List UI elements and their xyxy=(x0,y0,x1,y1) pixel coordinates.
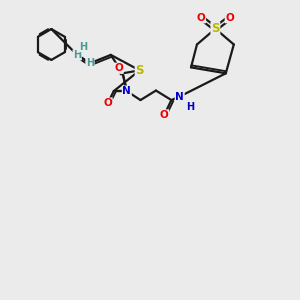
Text: H: H xyxy=(86,58,94,68)
Text: O: O xyxy=(197,13,206,23)
Text: H: H xyxy=(73,50,81,60)
Text: O: O xyxy=(225,13,234,23)
Text: S: S xyxy=(135,64,144,77)
Text: O: O xyxy=(114,63,123,73)
Text: N: N xyxy=(175,92,184,101)
Text: H: H xyxy=(79,42,87,52)
Text: O: O xyxy=(103,98,112,108)
Text: S: S xyxy=(211,22,220,35)
Text: H: H xyxy=(186,102,194,112)
Text: N: N xyxy=(122,86,131,96)
Text: O: O xyxy=(160,110,169,120)
